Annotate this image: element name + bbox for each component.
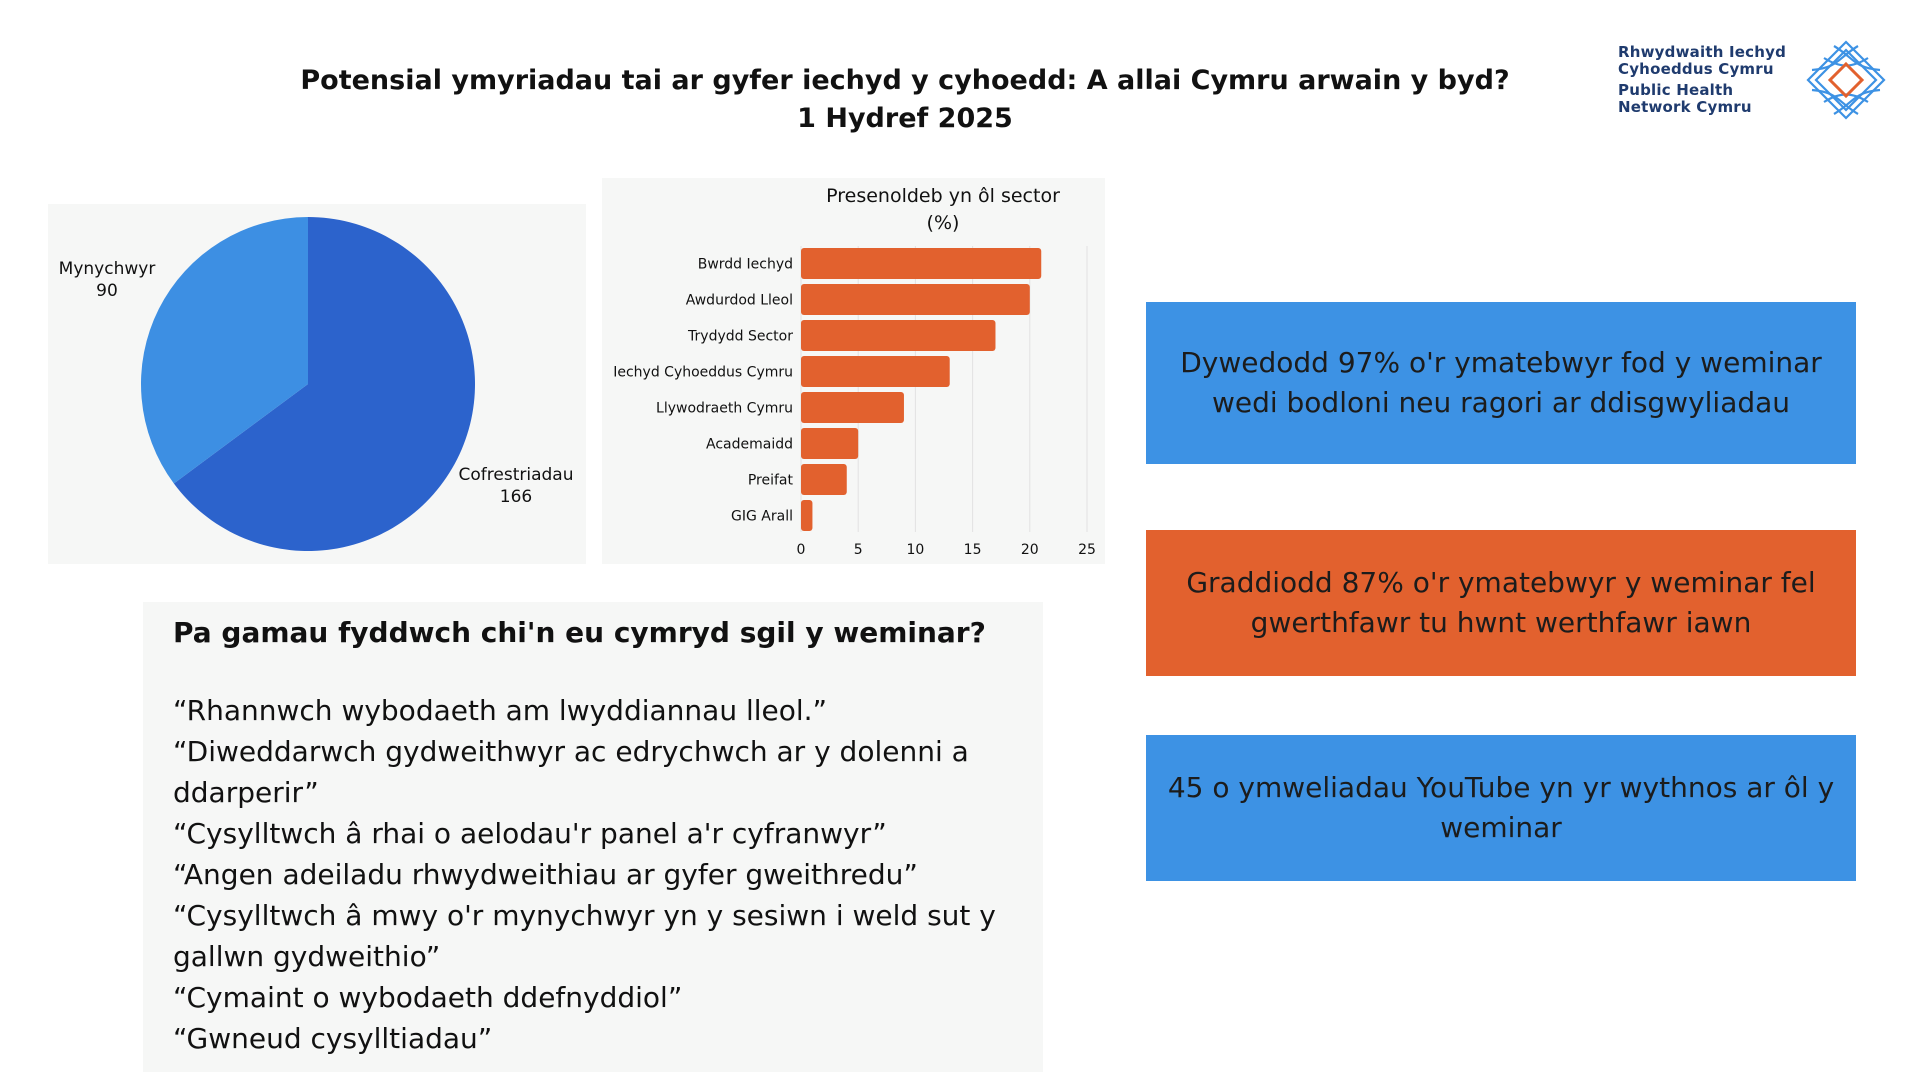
- pie-slice-mynychwyr: [140, 217, 308, 484]
- logo-wordmark: Rhwydwaith Iechyd Cyhoeddus Cymru Public…: [1618, 44, 1786, 116]
- pie-label: Mynychwyr: [59, 259, 156, 279]
- quote-item: “Cysylltwch â mwy o'r mynychwyr yn y ses…: [173, 899, 996, 973]
- logo-line-1: Rhwydwaith Iechyd: [1618, 43, 1787, 61]
- title-date: 1 Hydref 2025: [797, 103, 1013, 134]
- quote-item: “Gwneud cysylltiadau”: [173, 1022, 493, 1055]
- y-category-label: GIG Arall: [731, 509, 793, 525]
- diamond-network-logo-icon: [1806, 40, 1886, 120]
- pie-value: 166: [500, 487, 532, 507]
- pie-label: Cofrestriadau: [459, 465, 574, 485]
- bar: [801, 320, 996, 351]
- y-category-label: Bwrdd Iechyd: [698, 257, 793, 273]
- x-tick-label: 20: [1021, 542, 1039, 558]
- y-category-label: Trydydd Sector: [687, 329, 793, 345]
- quote-item: “Diweddarwch gydweithwyr ac edrychwch ar…: [173, 735, 969, 809]
- x-tick-label: 15: [964, 542, 982, 558]
- bar: [801, 248, 1042, 279]
- y-category-label: Academaidd: [706, 437, 793, 453]
- youtube-stat-box: 45 o ymweliadau YouTube yn yr wythnos ar…: [1146, 735, 1856, 881]
- logo-line-2: Cyhoeddus Cymru: [1618, 60, 1774, 78]
- x-tick-label: 10: [906, 542, 924, 558]
- bar-chart-svg: Presenoldeb yn ôl sector (%) 0 5 10 15 20 25 Bwr…: [613, 185, 1096, 558]
- sector-bar-chart: Presenoldeb yn ôl sector (%) 0 5 10 15 20 25 Bwr…: [602, 178, 1105, 564]
- quote-item: “Cysylltwch â rhai o aelodau'r panel a'r…: [173, 817, 887, 850]
- value-stat-text: Graddiodd 87% o'r ymatebwyr y weminar fe…: [1186, 566, 1816, 639]
- logo-line-4: Network Cymru: [1618, 98, 1752, 116]
- logo-line-3: Public Health: [1618, 81, 1734, 99]
- youtube-stat-text: 45 o ymweliadau YouTube yn yr wythnos ar…: [1167, 771, 1835, 844]
- bar: [801, 356, 950, 387]
- bar-chart-title: Presenoldeb yn ôl sector: [826, 185, 1060, 207]
- y-category-label: Preifat: [748, 473, 794, 489]
- bar: [801, 500, 813, 531]
- organisation-logo: Rhwydwaith Iechyd Cyhoeddus Cymru Public…: [1618, 38, 1888, 124]
- quotes-question: Pa gamau fyddwch chi'n eu cymryd sgil y …: [173, 616, 986, 649]
- y-category-label: Awdurdod Lleol: [686, 293, 793, 309]
- bar: [801, 464, 847, 495]
- x-tick-label: 0: [797, 542, 806, 558]
- bar-chart-title-unit: (%): [927, 212, 960, 234]
- pie-value: 90: [96, 281, 118, 301]
- registrations-pie-chart: Cofrestriadau 166 Mynychwyr 90: [48, 204, 586, 564]
- satisfaction-stat-text: Dywedodd 97% o'r ymatebwyr fod y weminar…: [1180, 346, 1822, 419]
- pie-slice-cofrestriadau: [173, 217, 475, 551]
- page-title: Potensial ymyriadau tai ar gyfer iechyd …: [300, 62, 1510, 138]
- feedback-quotes-panel: Pa gamau fyddwch chi'n eu cymryd sgil y …: [143, 602, 1043, 1072]
- quote-item: “Angen adeiladu rhwydweithiau ar gyfer g…: [173, 858, 918, 891]
- title-main: Potensial ymyriadau tai ar gyfer iechyd …: [300, 65, 1510, 96]
- quote-item: “Rhannwch wybodaeth am lwyddiannau lleol…: [173, 694, 828, 727]
- bar: [801, 392, 904, 423]
- y-category-label: Iechyd Cyhoeddus Cymru: [613, 365, 793, 381]
- y-category-label: Llywodraeth Cymru: [656, 401, 793, 417]
- bar: [801, 284, 1030, 315]
- bar: [801, 428, 859, 459]
- satisfaction-stat-box: Dywedodd 97% o'r ymatebwyr fod y weminar…: [1146, 302, 1856, 464]
- quote-item: “Cymaint o wybodaeth ddefnyddiol”: [173, 981, 683, 1014]
- x-tick-label: 5: [854, 542, 863, 558]
- value-stat-box: Graddiodd 87% o'r ymatebwyr y weminar fe…: [1146, 530, 1856, 676]
- x-tick-label: 25: [1078, 542, 1096, 558]
